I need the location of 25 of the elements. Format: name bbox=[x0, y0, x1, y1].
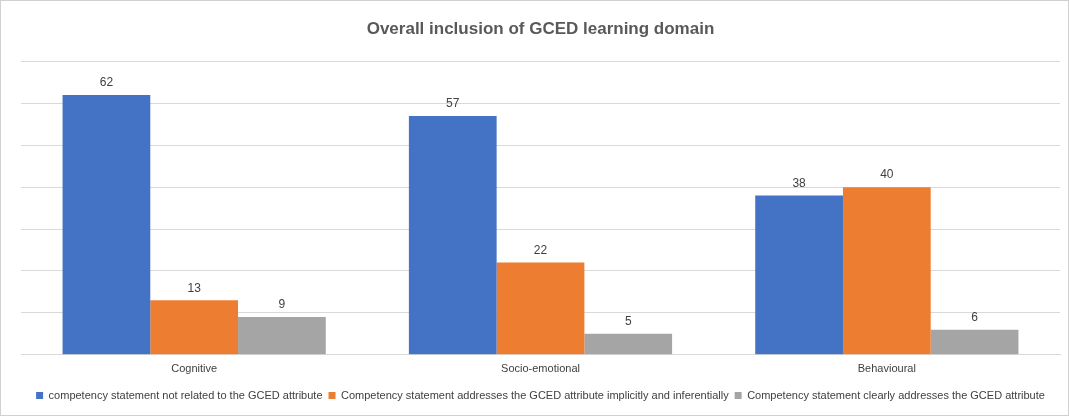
bar bbox=[150, 300, 239, 355]
bar bbox=[755, 195, 843, 355]
bar bbox=[408, 115, 497, 355]
legend-label: Competency statement addresses the GCED attribute implicitly and inferentially bbox=[341, 388, 730, 401]
bar bbox=[930, 329, 1019, 355]
x-tick-label: Cognitive bbox=[171, 362, 218, 375]
bar bbox=[842, 187, 931, 355]
legend-label: competency statement not related to the GCED attribute bbox=[48, 388, 323, 401]
data-label: 40 bbox=[880, 167, 894, 182]
data-label: 62 bbox=[99, 75, 114, 90]
bar bbox=[238, 317, 326, 355]
data-label: 13 bbox=[187, 280, 202, 295]
legend-label: Competency statement clearly addresses the GCED attribute bbox=[747, 388, 1045, 401]
bar bbox=[62, 94, 151, 355]
bar bbox=[496, 262, 585, 355]
data-label: 38 bbox=[792, 175, 807, 190]
chart-title: Overall inclusion of GCED learning domain bbox=[366, 18, 715, 38]
data-label: 57 bbox=[446, 96, 460, 111]
data-label: 5 bbox=[624, 314, 632, 329]
data-label: 6 bbox=[971, 309, 979, 324]
x-tick-label: Behavioural bbox=[857, 362, 916, 375]
data-label: 22 bbox=[533, 242, 548, 257]
x-tick-label: Socio-emotional bbox=[501, 362, 580, 375]
data-label: 9 bbox=[278, 297, 286, 312]
bar bbox=[584, 333, 673, 355]
